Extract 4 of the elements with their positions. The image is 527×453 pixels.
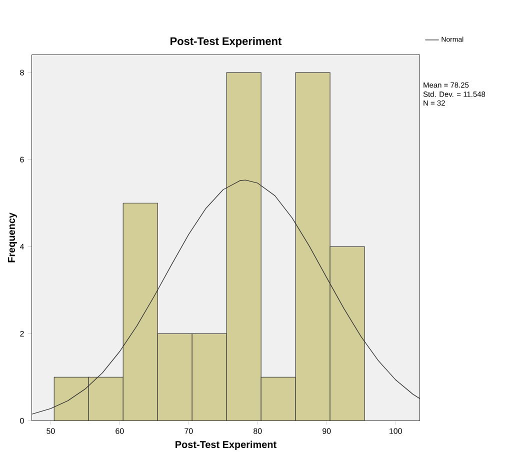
y-axis-title: Frequency [8, 212, 17, 262]
x-axis-title: Post-Test Experiment [176, 440, 276, 450]
line-series [31, 180, 420, 414]
chart-title: Post-Test Experiment [170, 36, 282, 48]
